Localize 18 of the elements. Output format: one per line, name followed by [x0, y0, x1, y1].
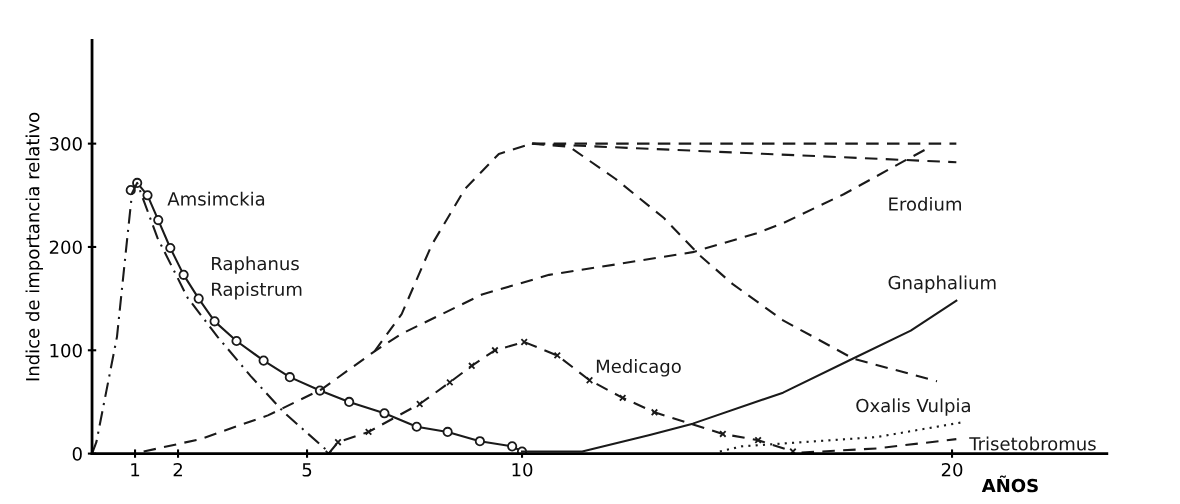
x-tick-label: 10: [512, 462, 533, 477]
y-tick-label: 300: [49, 137, 82, 151]
series-label: Trisetobromus: [969, 436, 1096, 451]
series-label: Oxalis Vulpia: [856, 398, 970, 416]
x-axis-title: AÑOS: [981, 475, 1038, 493]
series-label: Gnaphalium: [888, 275, 996, 293]
series-label: Medicago: [596, 359, 681, 377]
x-tick-label: 5: [302, 463, 312, 477]
y-tick-label: 200: [49, 240, 82, 255]
series-label: Amsimckia: [167, 191, 265, 206]
y-tick-label: 0: [72, 447, 82, 461]
annotation: Raphanus Rapistrum: [212, 256, 302, 300]
y-tick-label: 100: [50, 343, 82, 358]
x-tick-label: 1: [131, 463, 140, 477]
x-tick-label: 2: [173, 462, 182, 477]
series-label: Erodium: [889, 196, 961, 211]
x-tick-label: 20: [941, 462, 963, 477]
y-axis-title: Indice de importancia relativo: [25, 112, 43, 381]
